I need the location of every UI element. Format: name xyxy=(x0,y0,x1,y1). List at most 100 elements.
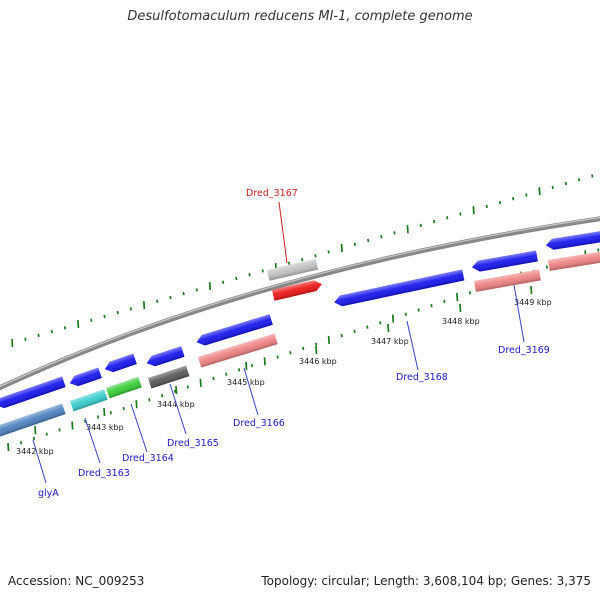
top-lane-minor-tick xyxy=(525,193,528,197)
bottom-lane-major-tick xyxy=(7,442,10,452)
top-lane-major-tick xyxy=(208,282,212,291)
top-lane-minor-tick xyxy=(248,273,251,277)
kbp-tick xyxy=(103,407,106,417)
bottom-lane-major-tick xyxy=(327,335,331,344)
feature-dred3165-outer[interactable] xyxy=(145,346,185,368)
bottom-lane-minor-tick xyxy=(32,436,35,441)
kbp-scale: 3442 kbp 3443 kbp 3444 kbp 3445 kbp 3446 kbp… xyxy=(16,285,552,456)
top-lane-minor-tick xyxy=(287,261,291,265)
bottom-lane-minor-tick xyxy=(340,334,343,338)
bottom-lane-minor-tick xyxy=(353,329,356,334)
backbone-highlight xyxy=(0,216,600,388)
bottom-lane-minor-tick xyxy=(545,265,549,269)
top-lane-major-tick xyxy=(77,319,80,329)
gene-label-dred_3167[interactable]: Dred_3167 xyxy=(246,188,298,199)
bottom-lane-minor-tick xyxy=(417,308,420,312)
feature-dred3163[interactable] xyxy=(70,389,108,412)
kbp-tick xyxy=(175,385,178,395)
feature-dred3169[interactable] xyxy=(474,269,541,292)
gene-label-dred_3168[interactable]: Dred_3168 xyxy=(396,372,448,383)
gene-leader-line xyxy=(130,403,148,453)
kbp-tick xyxy=(34,425,37,435)
feature-next-outer[interactable] xyxy=(545,230,600,251)
top-lane-minor-tick xyxy=(156,299,159,303)
feature-dred3166-outer[interactable] xyxy=(195,314,273,347)
feature-dred3167-pale[interactable] xyxy=(267,258,319,281)
accession-text: Accession: NC_009253 xyxy=(8,574,145,588)
top-lane-minor-tick xyxy=(327,250,330,254)
top-lane-minor-tick xyxy=(116,310,119,315)
bottom-lane-minor-tick xyxy=(161,393,164,398)
top-lane-major-tick xyxy=(142,300,146,310)
top-lane-minor-tick xyxy=(512,197,515,201)
bottom-lane-minor-tick xyxy=(302,346,305,351)
top-lane-minor-tick xyxy=(446,216,449,220)
top-lane-minor-tick xyxy=(129,307,132,311)
gene-leader-line xyxy=(406,320,419,371)
gene-label-dred_3163[interactable]: Dred_3163 xyxy=(78,468,130,479)
bottom-lane-major-tick xyxy=(71,421,74,430)
gene-label-dred_3164[interactable]: Dred_3164 xyxy=(122,453,174,464)
feature-dred3166[interactable] xyxy=(198,333,278,368)
feature-dred3168[interactable] xyxy=(333,269,465,308)
gene-leader-line xyxy=(278,201,288,264)
gene-label-glya[interactable]: glyA xyxy=(38,488,59,499)
top-lane-minor-tick xyxy=(353,242,357,246)
bottom-lane-minor-tick xyxy=(366,325,369,329)
kbp-label: 3446 kbp xyxy=(299,357,337,366)
bottom-lane-minor-tick xyxy=(225,372,228,376)
kbp-tick xyxy=(315,345,318,355)
bottom-lane-minor-tick xyxy=(19,441,23,445)
feature-dred3167[interactable] xyxy=(272,279,323,301)
feature-next[interactable] xyxy=(548,250,600,271)
tick-lane-top xyxy=(11,174,594,348)
top-lane-minor-tick xyxy=(103,314,106,319)
top-lane-minor-tick xyxy=(551,185,554,190)
kbp-label: 3447 kbp xyxy=(371,337,409,346)
gene-label-dred_3166[interactable]: Dred_3166 xyxy=(233,418,285,429)
feature-dred3164[interactable] xyxy=(106,376,142,399)
feature-dred3163-outer[interactable] xyxy=(68,367,102,389)
top-lane-minor-tick xyxy=(485,204,488,209)
gene-label-dred_3165[interactable]: Dred_3165 xyxy=(167,438,219,449)
kbp-label: 3449 kbp xyxy=(514,298,552,307)
bottom-lane-minor-tick xyxy=(430,304,433,308)
bottom-lane-minor-tick xyxy=(379,321,382,325)
top-lane-minor-tick xyxy=(564,181,567,186)
kbp-label: 3445 kbp xyxy=(227,378,265,387)
gene-leader-line xyxy=(243,367,259,416)
top-lane-minor-tick xyxy=(367,238,370,243)
genome-title: Desulfotomaculum reducens MI-1, complete… xyxy=(127,9,473,24)
bottom-lane-minor-tick xyxy=(289,351,292,355)
top-lane-minor-tick xyxy=(498,200,502,205)
kbp-label: 3443 kbp xyxy=(86,423,124,432)
genome-stats-text: Topology: circular; Length: 3,608,104 bp… xyxy=(261,574,591,588)
feature-glyA[interactable] xyxy=(0,403,66,438)
bottom-lane-minor-tick xyxy=(122,406,125,411)
top-lane-minor-tick xyxy=(301,257,304,262)
top-lane-major-tick xyxy=(11,338,14,348)
top-lane-minor-tick xyxy=(314,254,317,258)
bottom-lane-minor-tick xyxy=(173,389,177,393)
bottom-lane-major-tick xyxy=(199,378,202,387)
top-lane-minor-tick xyxy=(182,292,185,296)
bottom-lane-minor-tick xyxy=(404,312,407,316)
top-lane-minor-tick xyxy=(261,269,264,273)
kbp-tick xyxy=(530,285,533,295)
feature-track xyxy=(0,230,600,438)
feature-dred3169-outer[interactable] xyxy=(471,250,538,273)
bottom-lane-minor-tick xyxy=(186,385,189,389)
kbp-label: 3442 kbp xyxy=(16,447,54,456)
bottom-lane-minor-tick xyxy=(468,291,472,295)
gene-label-dred_3169[interactable]: Dred_3169 xyxy=(498,345,550,356)
feature-dred3165[interactable] xyxy=(148,365,190,389)
top-lane-major-tick xyxy=(538,187,541,196)
bottom-lane-minor-tick xyxy=(238,368,241,372)
top-lane-minor-tick xyxy=(419,223,422,227)
kbp-label: 3444 kbp xyxy=(157,400,195,409)
gene-leader-line xyxy=(32,439,47,484)
feature-dred3164-outer[interactable] xyxy=(103,353,137,375)
bottom-lane-minor-tick xyxy=(109,411,112,415)
feature-glyA-outer[interactable] xyxy=(0,376,66,411)
